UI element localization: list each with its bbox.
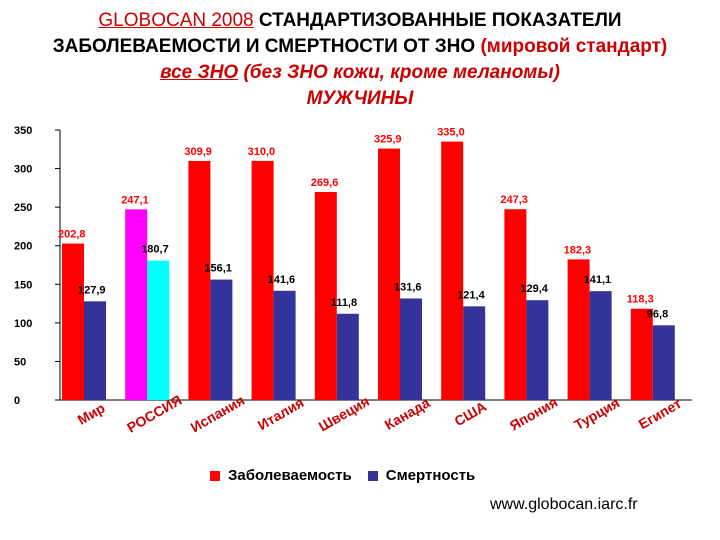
bar-incidence bbox=[630, 308, 653, 400]
bar-incidence bbox=[62, 243, 84, 400]
title-exclusion: (без ЗНО кожи, кроме меланомы) bbox=[243, 62, 560, 83]
y-tick-label: 150 bbox=[14, 279, 32, 291]
data-label-mortality: 141,1 bbox=[584, 274, 612, 286]
data-label-mortality: 96,8 bbox=[647, 308, 668, 320]
bar-mortality bbox=[273, 290, 296, 400]
y-tick-label: 0 bbox=[14, 395, 20, 407]
data-label-mortality: 111,8 bbox=[331, 297, 357, 309]
y-tick-label: 50 bbox=[14, 356, 26, 368]
bar-incidence bbox=[378, 148, 400, 400]
bar-incidence bbox=[504, 209, 527, 400]
data-label-mortality: 180,7 bbox=[141, 244, 169, 256]
title-all-tumors: все ЗНО bbox=[160, 62, 239, 83]
data-label-mortality: 141,6 bbox=[268, 274, 296, 286]
bar-mortality bbox=[84, 301, 106, 400]
data-label-incidence: 335,0 bbox=[437, 127, 465, 139]
category-label: США bbox=[451, 398, 489, 429]
data-label-incidence: 309,9 bbox=[184, 146, 212, 158]
data-label-incidence: 247,1 bbox=[121, 194, 149, 206]
data-label-incidence: 118,3 bbox=[627, 294, 654, 306]
bar-incidence bbox=[188, 160, 211, 400]
bar-chart: 0 50 100 150 200 250 300 350 202,8 127,9 Мир 247,1 1… bbox=[14, 125, 692, 436]
bar-mortality bbox=[589, 291, 612, 400]
bar-incidence bbox=[567, 259, 590, 400]
legend: Заболеваемость Смертность bbox=[210, 467, 491, 484]
title-line-1: GLOBOCAN 2008 СТАНДАРТИЗОВАННЫЕ ПОКАЗАТЕ… bbox=[0, 8, 720, 34]
title-line-2: ЗАБОЛЕВАЕМОСТИ И СМЕРТНОСТИ ОТ ЗНО (миро… bbox=[0, 34, 720, 60]
bar-mortality bbox=[652, 325, 675, 400]
bar-mortality bbox=[336, 313, 359, 400]
legend-label-mortality: Смертность bbox=[385, 467, 476, 484]
legend-item-incidence: Заболеваемость bbox=[210, 467, 352, 484]
y-tick-label: 350 bbox=[14, 125, 32, 137]
legend-label-incidence: Заболеваемость bbox=[228, 467, 352, 484]
source-url: www.globocan.iarc.fr bbox=[490, 496, 638, 513]
bar-incidence bbox=[251, 160, 274, 400]
title-standard: (мировой стандарт) bbox=[480, 36, 668, 57]
data-label-mortality: 131,6 bbox=[394, 281, 422, 293]
data-label-incidence: 247,3 bbox=[500, 194, 528, 206]
title-line-4: МУЖЧИНЫ bbox=[306, 88, 414, 109]
title-source: GLOBOCAN 2008 bbox=[98, 10, 254, 31]
data-label-incidence: 202,8 bbox=[58, 229, 86, 241]
legend-swatch-incidence bbox=[210, 470, 220, 481]
data-label-mortality: 121,4 bbox=[457, 289, 485, 301]
bar-incidence bbox=[125, 209, 148, 400]
y-tick-label: 200 bbox=[14, 241, 32, 253]
category-label: Египет bbox=[636, 395, 685, 432]
bar-mortality bbox=[210, 279, 233, 400]
bar-incidence bbox=[314, 192, 337, 400]
data-label-incidence: 310,0 bbox=[248, 146, 276, 158]
y-tick-label: 100 bbox=[14, 318, 32, 330]
legend-item-mortality: Смертность bbox=[367, 467, 476, 484]
legend-swatch-mortality bbox=[367, 470, 378, 481]
data-label-incidence: 182,3 bbox=[564, 244, 592, 256]
data-label-incidence: 325,9 bbox=[374, 134, 402, 146]
category-label: Мир bbox=[75, 400, 108, 428]
y-tick-label: 250 bbox=[14, 202, 32, 214]
data-label-mortality: 127,9 bbox=[78, 284, 106, 296]
bar-mortality bbox=[463, 306, 486, 400]
title-line2-text: ЗАБОЛЕВАЕМОСТИ И СМЕРТНОСТИ ОТ ЗНО bbox=[52, 36, 476, 57]
chart-title: GLOBOCAN 2008 СТАНДАРТИЗОВАННЫЕ ПОКАЗАТЕ… bbox=[0, 8, 720, 112]
bar-mortality bbox=[147, 260, 170, 400]
data-label-mortality: 156,1 bbox=[204, 263, 232, 275]
bar-mortality bbox=[526, 300, 549, 400]
y-tick-label: 300 bbox=[14, 164, 32, 176]
bar-mortality bbox=[400, 298, 422, 400]
title-line-3: все ЗНО (без ЗНО кожи, кроме меланомы) bbox=[0, 60, 720, 86]
title-line1-text: СТАНДАРТИЗОВАННЫЕ ПОКАЗАТЕЛИ bbox=[258, 10, 622, 31]
data-label-mortality: 129,4 bbox=[520, 283, 548, 295]
data-label-incidence: 269,6 bbox=[311, 177, 339, 189]
bar-incidence bbox=[441, 141, 464, 401]
